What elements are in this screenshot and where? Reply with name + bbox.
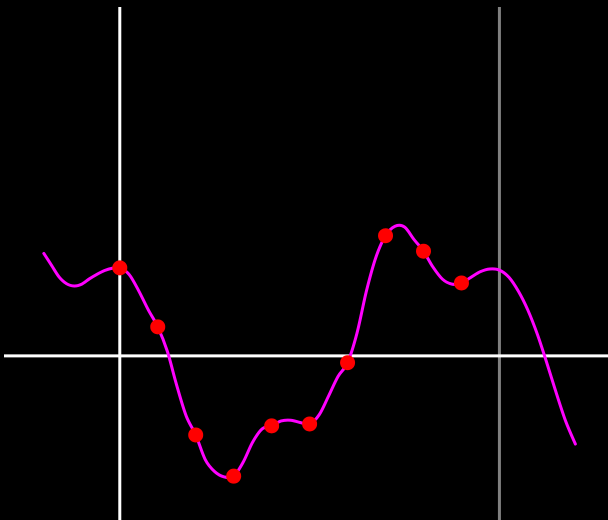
data-point: [188, 427, 204, 443]
data-point: [112, 260, 128, 276]
data-point: [340, 355, 356, 371]
data-point: [453, 275, 469, 291]
data-point: [302, 416, 318, 432]
data-point: [226, 468, 242, 484]
data-point: [415, 243, 431, 259]
data-point: [150, 319, 166, 335]
data-points: [112, 228, 469, 484]
data-point: [264, 418, 280, 434]
data-point: [378, 228, 394, 244]
